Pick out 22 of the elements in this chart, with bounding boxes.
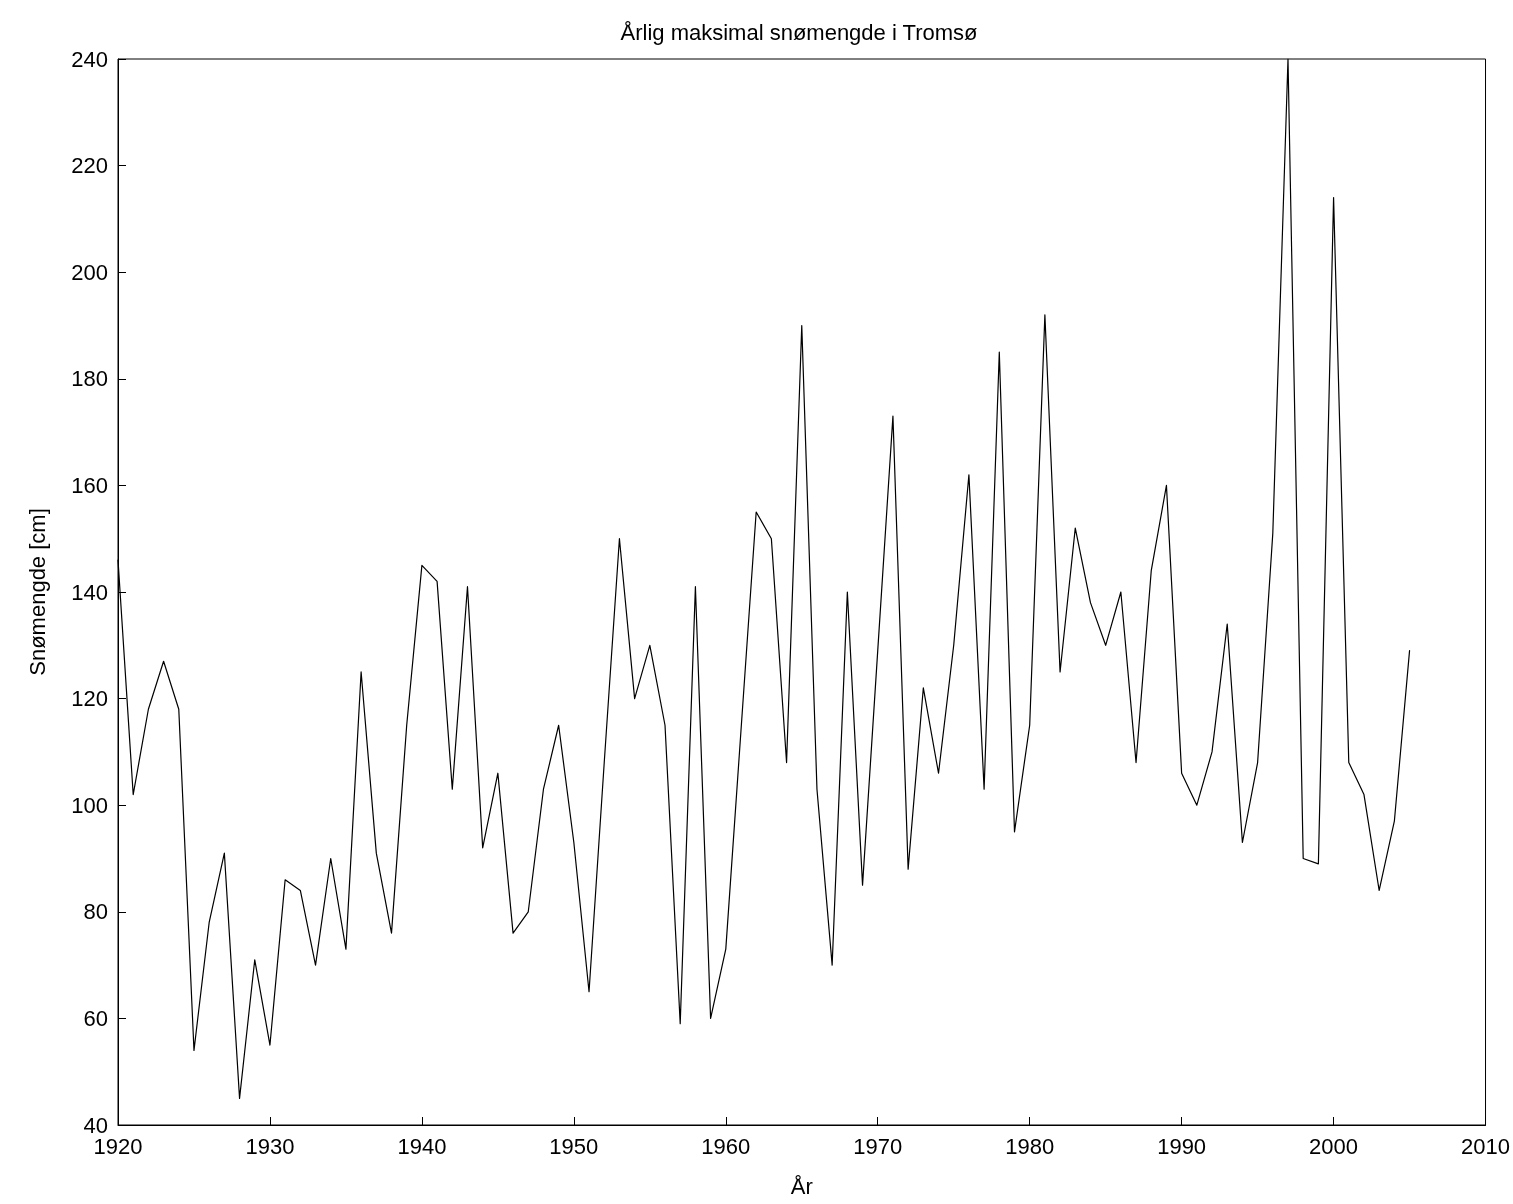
x-tick-label: 1970 <box>853 1133 903 1159</box>
y-tick-label: 200 <box>71 259 108 285</box>
y-axis-title: Snømengde [cm] <box>24 508 50 676</box>
y-tick-label: 120 <box>71 686 108 712</box>
x-tick-label: 2000 <box>1309 1133 1359 1159</box>
y-tick-label: 80 <box>83 899 108 925</box>
x-tick-label: 1980 <box>1005 1133 1055 1159</box>
x-tick-label: 1960 <box>701 1133 751 1159</box>
y-tick-label: 240 <box>71 46 108 72</box>
x-tick-label: 1930 <box>245 1133 295 1159</box>
x-tick-label: 1940 <box>397 1133 447 1159</box>
x-tick-label: 2010 <box>1461 1133 1511 1159</box>
y-tick-label: 100 <box>71 792 108 818</box>
x-axis-title: År <box>790 1173 813 1199</box>
x-tick-label: 1990 <box>1157 1133 1207 1159</box>
y-tick-label: 160 <box>71 472 108 498</box>
chart-title: Årlig maksimal snømengde i Tromsø <box>620 19 978 45</box>
y-tick-label: 60 <box>83 1005 108 1031</box>
y-tick-label: 180 <box>71 366 108 392</box>
y-tick-label: 220 <box>71 153 108 179</box>
x-tick-label: 1950 <box>549 1133 599 1159</box>
y-tick-label: 140 <box>71 579 108 605</box>
